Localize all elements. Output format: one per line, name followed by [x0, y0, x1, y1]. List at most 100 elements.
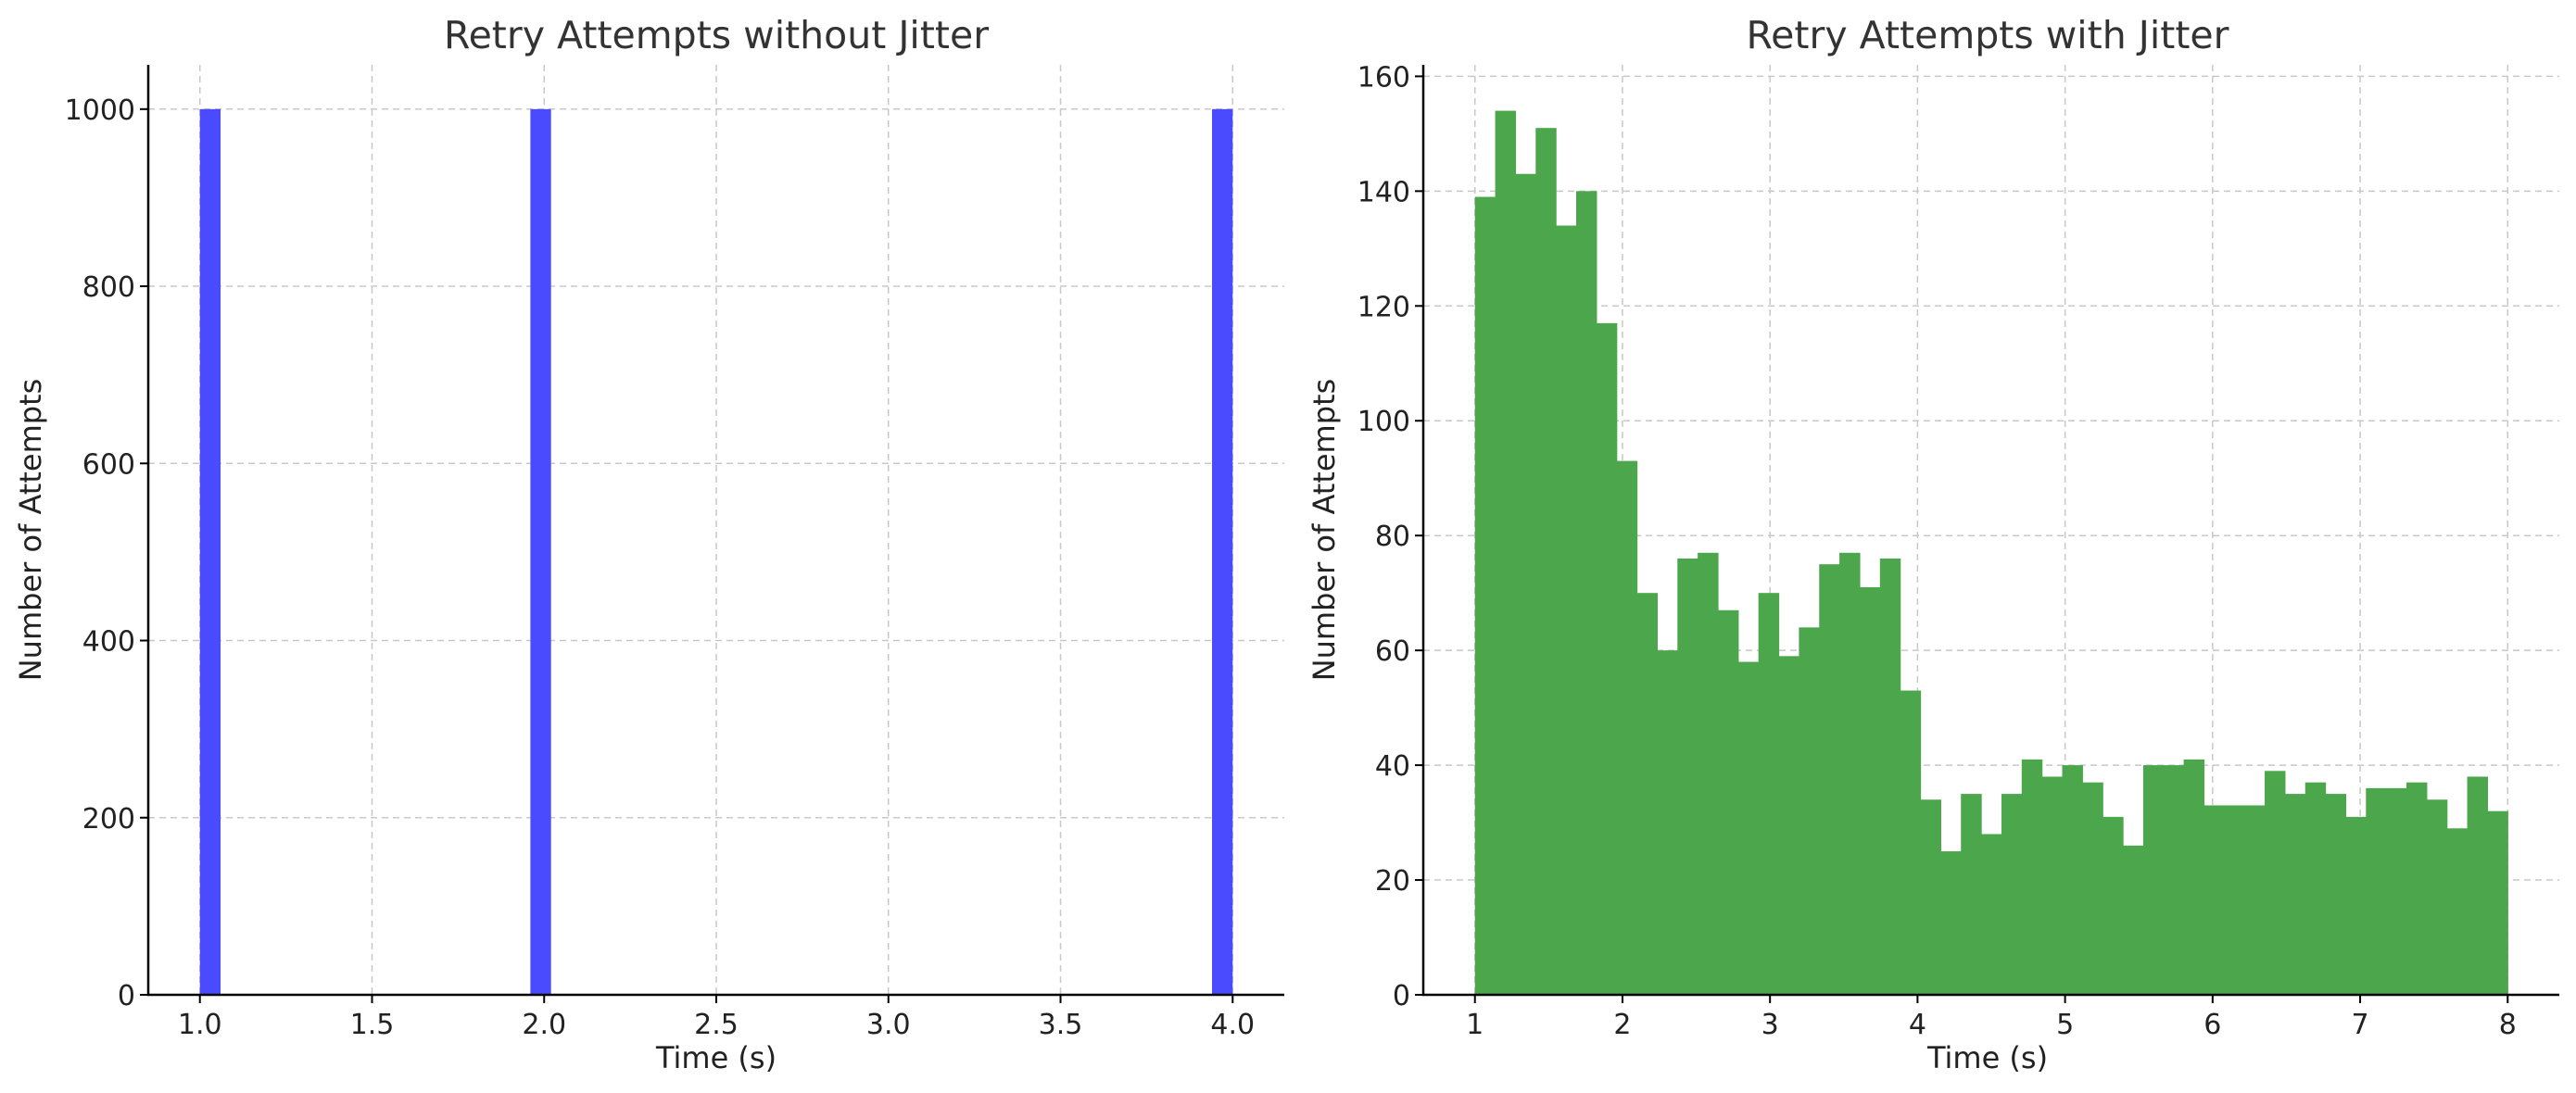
- bar-right-12: [1717, 609, 1739, 995]
- y-tick-label-right-1: 20: [1375, 865, 1410, 898]
- bar-right-16: [1799, 627, 1820, 995]
- bar-right-45: [2386, 787, 2407, 995]
- y-tick-label-right-7: 140: [1357, 176, 1410, 208]
- bar-right-48: [2446, 828, 2469, 995]
- bar-right-13: [1737, 661, 1760, 995]
- y-tick-label-right-0: 0: [1393, 980, 1410, 1012]
- x-tick-label-right-3: 4: [1909, 1009, 1926, 1041]
- x-tick-label-left-3: 2.5: [694, 1009, 739, 1041]
- bar-right-27: [2021, 759, 2043, 995]
- bar-right-21: [1900, 690, 1922, 995]
- bar-right-49: [2467, 776, 2489, 995]
- bar-right-10: [1677, 558, 1698, 995]
- bar-right-44: [2366, 787, 2387, 995]
- bar-right-47: [2426, 799, 2448, 995]
- bar-right-19: [1859, 586, 1881, 995]
- bar-right-41: [2305, 782, 2327, 995]
- bar-right-18: [1839, 552, 1861, 995]
- bar-right-39: [2265, 771, 2286, 995]
- bar-left-0: [199, 108, 221, 996]
- bar-right-50: [2487, 810, 2508, 995]
- chart-with-jitter: 1 2 3 4 5 6 7 8 0 20 40 60 80 100 120 140 160 Retry Att…: [1307, 13, 2559, 1075]
- bar-right-5: [1575, 191, 1597, 995]
- y-tick-label-right-3: 60: [1375, 635, 1410, 668]
- y-ticks-left: 0 200 400 600 800 1000: [65, 94, 148, 1012]
- bar-right-40: [2284, 794, 2306, 995]
- y-tick-label-right-6: 120: [1357, 291, 1410, 323]
- bar-right-30: [2082, 782, 2103, 995]
- bar-right-3: [1535, 128, 1557, 995]
- x-tick-label-right-4: 5: [2056, 1009, 2074, 1041]
- y-tick-label-left-1: 200: [82, 803, 135, 835]
- x-tick-label-right-2: 3: [1762, 1009, 1779, 1041]
- chart-title-left: Retry Attempts without Jitter: [444, 13, 989, 57]
- bar-right-26: [2001, 794, 2023, 995]
- x-tick-label-right-5: 6: [2203, 1009, 2221, 1041]
- y-tick-label-left-2: 400: [82, 626, 135, 659]
- y-axis-label-left: Number of Attempts: [13, 379, 48, 682]
- x-tick-label-left-0: 1.0: [178, 1009, 222, 1041]
- x-tick-label-right-6: 7: [2352, 1009, 2369, 1041]
- bar-right-35: [2183, 759, 2205, 995]
- y-tick-label-right-8: 160: [1357, 61, 1410, 94]
- x-tick-label-left-4: 3.0: [866, 1009, 911, 1041]
- x-axis-label-right: Time (s): [1926, 1040, 2048, 1075]
- bar-right-42: [2325, 794, 2347, 995]
- y-tick-label-left-4: 800: [82, 271, 135, 304]
- bar-right-31: [2102, 816, 2124, 995]
- chart-title-right: Retry Attempts with Jitter: [1747, 13, 2229, 57]
- bar-right-0: [1474, 196, 1496, 995]
- bar-left-2: [1211, 108, 1233, 996]
- bar-right-33: [2142, 765, 2165, 995]
- bar-right-6: [1596, 322, 1618, 995]
- bar-right-25: [1981, 834, 2002, 995]
- grid-lines-left: [148, 65, 1284, 996]
- y-ticks-right: 0 20 40 60 80 100 120 140 160: [1357, 61, 1423, 1012]
- bar-left-1: [530, 108, 551, 996]
- y-tick-label-left-0: 0: [118, 980, 135, 1012]
- x-tick-label-left-1: 1.5: [350, 1009, 395, 1041]
- x-axis-label-left: Time (s): [655, 1040, 777, 1075]
- y-axis-label-right: Number of Attempts: [1307, 379, 1342, 682]
- x-tick-label-right-1: 2: [1613, 1009, 1631, 1041]
- bar-right-28: [2041, 776, 2064, 995]
- bars-right: [1474, 110, 2508, 996]
- bar-right-22: [1920, 799, 1941, 995]
- bar-right-9: [1657, 650, 1678, 995]
- bar-right-8: [1636, 593, 1659, 995]
- x-tick-label-right-0: 1: [1466, 1009, 1484, 1041]
- bars-left: [199, 108, 1233, 996]
- bar-right-1: [1495, 110, 1517, 995]
- y-tick-label-left-3: 600: [82, 448, 135, 481]
- bar-right-20: [1879, 558, 1901, 995]
- bar-right-34: [2163, 765, 2185, 995]
- bar-right-46: [2406, 782, 2428, 995]
- x-tick-label-left-5: 3.5: [1039, 1009, 1083, 1041]
- bar-right-43: [2345, 816, 2367, 995]
- y-tick-label-right-4: 80: [1375, 521, 1410, 553]
- bar-right-36: [2203, 805, 2225, 995]
- bar-right-7: [1616, 460, 1638, 995]
- y-tick-label-right-5: 100: [1357, 406, 1410, 438]
- bar-right-38: [2244, 805, 2266, 995]
- bar-right-11: [1698, 552, 1719, 995]
- x-ticks-left: 1.0 1.5 2.0 2.5 3.0 3.5 4.0: [178, 995, 1255, 1041]
- x-tick-label-right-7: 8: [2499, 1009, 2517, 1041]
- chart-without-jitter: 1.0 1.5 2.0 2.5 3.0 3.5 4.0 02004006008001000 …: [13, 13, 1284, 1075]
- bar-right-14: [1758, 593, 1780, 995]
- bar-right-37: [2224, 805, 2245, 995]
- bar-right-15: [1778, 656, 1799, 995]
- y-tick-label-left-5: 1000: [65, 94, 135, 127]
- bar-right-23: [1940, 851, 1962, 995]
- bar-right-4: [1556, 225, 1577, 995]
- x-ticks-right: 1 2 3 4 5 6 7 8: [1466, 995, 2517, 1041]
- y-tick-label-right-2: 40: [1375, 750, 1410, 783]
- bar-right-24: [1961, 794, 1982, 995]
- bar-right-2: [1515, 173, 1536, 996]
- bar-right-32: [2123, 845, 2144, 995]
- x-tick-label-left-6: 4.0: [1210, 1009, 1255, 1041]
- bar-right-17: [1819, 564, 1840, 995]
- x-tick-label-left-2: 2.0: [522, 1009, 566, 1041]
- bar-right-29: [2062, 765, 2083, 995]
